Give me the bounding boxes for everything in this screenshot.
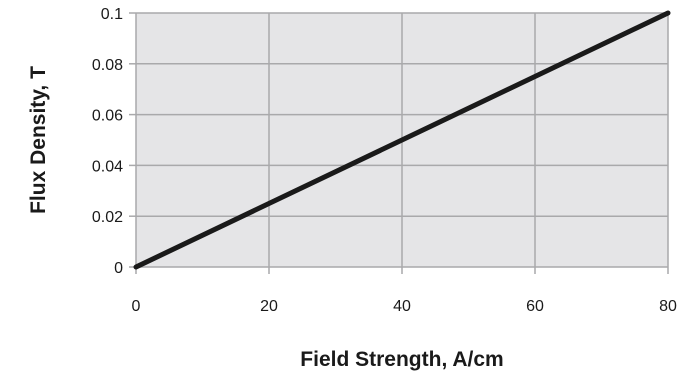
- y-tick-label: 0.1: [101, 6, 123, 23]
- x-tick-label: 0: [132, 298, 141, 315]
- x-tick-label: 40: [393, 298, 411, 315]
- axes: [129, 12, 669, 274]
- x-axis-title: Field Strength, A/cm: [300, 348, 503, 371]
- x-tick-label: 60: [526, 298, 544, 315]
- series-layer: [133, 10, 671, 270]
- x-tick-label: 80: [659, 298, 677, 315]
- series-line: [133, 10, 671, 270]
- y-tick-label: 0.06: [92, 108, 123, 125]
- x-tick-label: 20: [260, 298, 278, 315]
- y-tick-label: 0.08: [92, 57, 123, 74]
- y-tick-label: 0.02: [92, 209, 123, 226]
- y-axis-title: Flux Density, T: [27, 66, 50, 214]
- y-tick-label: 0: [114, 260, 123, 277]
- y-tick-label: 0.04: [92, 158, 123, 175]
- grid: [136, 12, 669, 267]
- tick-labels: 0 0.02 0.04 0.06 0.08 0.1 0 20 40 60 80: [92, 6, 677, 315]
